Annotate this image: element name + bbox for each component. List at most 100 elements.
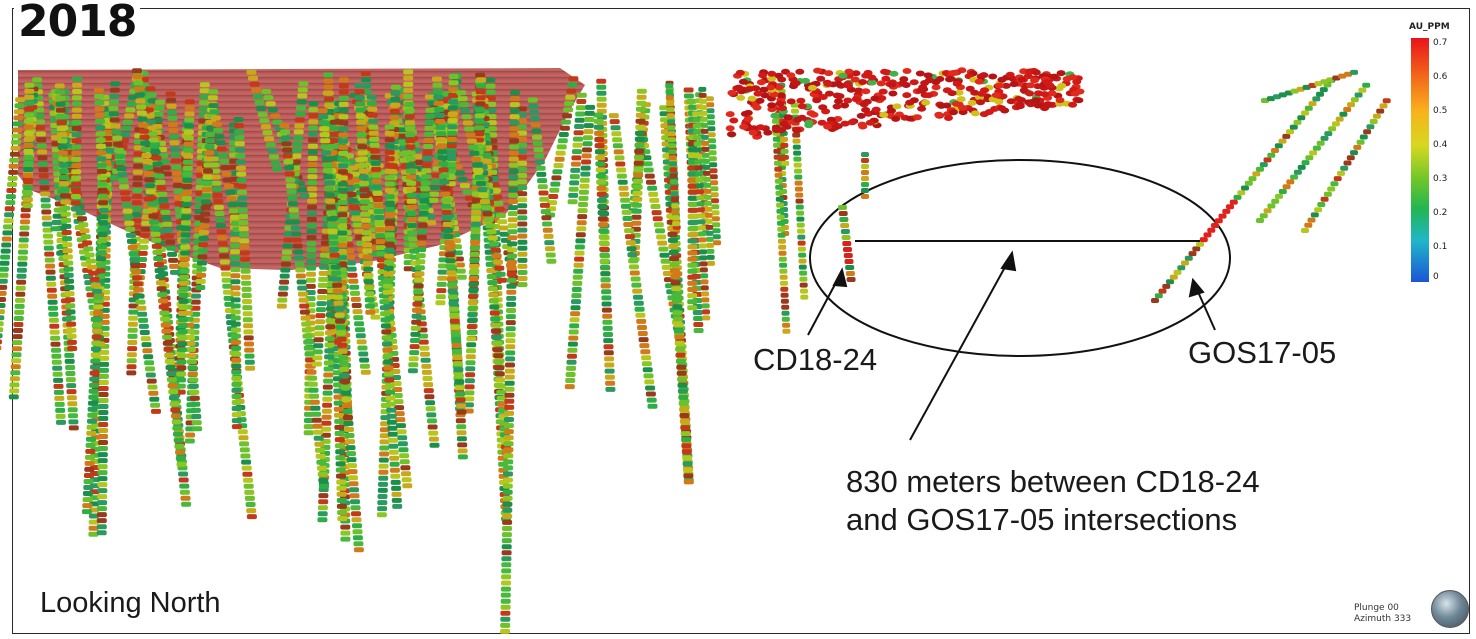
drill-sample [1040, 91, 1050, 98]
drill-sample [379, 451, 390, 457]
drill-sample [698, 243, 707, 249]
drill-sample [492, 341, 503, 347]
drill-sample [436, 137, 447, 143]
drill-sample [230, 285, 241, 291]
drill-sample [350, 290, 360, 296]
drill-sample [128, 315, 139, 321]
drill-sample [687, 280, 698, 286]
drill-sample [45, 269, 56, 275]
drill-sample [152, 249, 163, 255]
drill-sample [140, 146, 151, 152]
drill-sample [622, 216, 633, 221]
drill-sample [688, 104, 699, 110]
drill-sample [168, 128, 179, 134]
drill-sample [20, 213, 31, 219]
drill-sample [157, 292, 168, 298]
drill-sample [445, 264, 456, 270]
drill-sample [336, 485, 347, 491]
drill-sample [370, 160, 381, 166]
drill-sample [775, 190, 784, 196]
drill-sample [368, 130, 379, 136]
drill-sample [261, 89, 272, 94]
drill-sample [385, 389, 395, 395]
drill-sample [792, 127, 802, 134]
drill-sample [693, 328, 704, 333]
drill-sample [727, 131, 736, 138]
drill-sample [736, 94, 746, 101]
drill-sample [417, 222, 428, 228]
drill-sample [363, 279, 374, 285]
drill-sample [57, 138, 68, 144]
drill-sample [165, 91, 176, 97]
drill-sample [362, 254, 373, 260]
drill-sample [243, 477, 253, 483]
drill-sample [96, 518, 107, 524]
drill-sample [230, 249, 241, 255]
drill-sample [12, 127, 23, 133]
drill-sample [706, 254, 715, 260]
drill-sample [110, 81, 121, 87]
drill-sample [406, 180, 417, 186]
drill-sample [124, 220, 135, 226]
drill-sample [230, 303, 241, 309]
drill-sample [229, 231, 240, 237]
drill-sample [1304, 222, 1313, 228]
compass-globe-icon[interactable] [1431, 590, 1469, 628]
drill-sample [734, 84, 744, 91]
drill-sample [337, 181, 348, 187]
drill-sample [178, 317, 188, 323]
drill-sample [438, 167, 449, 173]
drill-sample [425, 406, 436, 412]
drill-sample [1324, 131, 1333, 137]
drill-sample [305, 283, 316, 289]
drill-sample [432, 82, 443, 88]
drill-sample [651, 210, 662, 216]
drill-sample [916, 87, 926, 94]
drill-sample [469, 263, 480, 269]
drill-sample [1188, 251, 1197, 257]
drill-sample [861, 182, 869, 187]
drill-sample [325, 330, 335, 336]
drill-sample [532, 140, 543, 146]
drill-sample [578, 202, 588, 207]
drill-sample [24, 94, 35, 100]
drill-sample [178, 292, 189, 298]
drill-sample [629, 270, 640, 276]
drill-sample [840, 102, 850, 109]
drill-sample [197, 248, 208, 254]
drill-sample [639, 343, 650, 349]
drill-sample [708, 156, 717, 162]
drill-sample [58, 156, 69, 162]
drill-sample [388, 437, 399, 443]
drill-sample [170, 158, 181, 164]
drill-sample [323, 180, 334, 186]
drill-sample [38, 167, 49, 173]
drill-sample [405, 150, 416, 156]
drill-sample [127, 340, 138, 345]
drill-sample [143, 354, 154, 360]
drill-sample [780, 148, 789, 154]
drill-sample [749, 125, 759, 132]
drill-sample [148, 213, 159, 219]
drill-sample [692, 123, 701, 129]
drill-sample [1369, 119, 1378, 124]
drill-sample [1271, 198, 1280, 204]
drill-sample [315, 313, 326, 319]
drill-sample [415, 253, 426, 259]
drill-sample [670, 179, 678, 185]
drill-sample [199, 223, 210, 229]
drill-sample [1275, 193, 1283, 199]
drill-sample [99, 367, 109, 373]
drill-sample [307, 381, 318, 387]
drill-sample [567, 199, 578, 205]
drill-sample [596, 179, 607, 185]
drill-sample [19, 231, 30, 237]
drill-sample [18, 249, 28, 255]
drill-sample [615, 161, 626, 167]
drill-sample [573, 130, 584, 136]
drill-sample [52, 213, 63, 219]
drill-sample [57, 144, 68, 150]
drill-sample [507, 205, 518, 211]
drill-sample [397, 133, 408, 139]
drill-sample [537, 184, 548, 190]
